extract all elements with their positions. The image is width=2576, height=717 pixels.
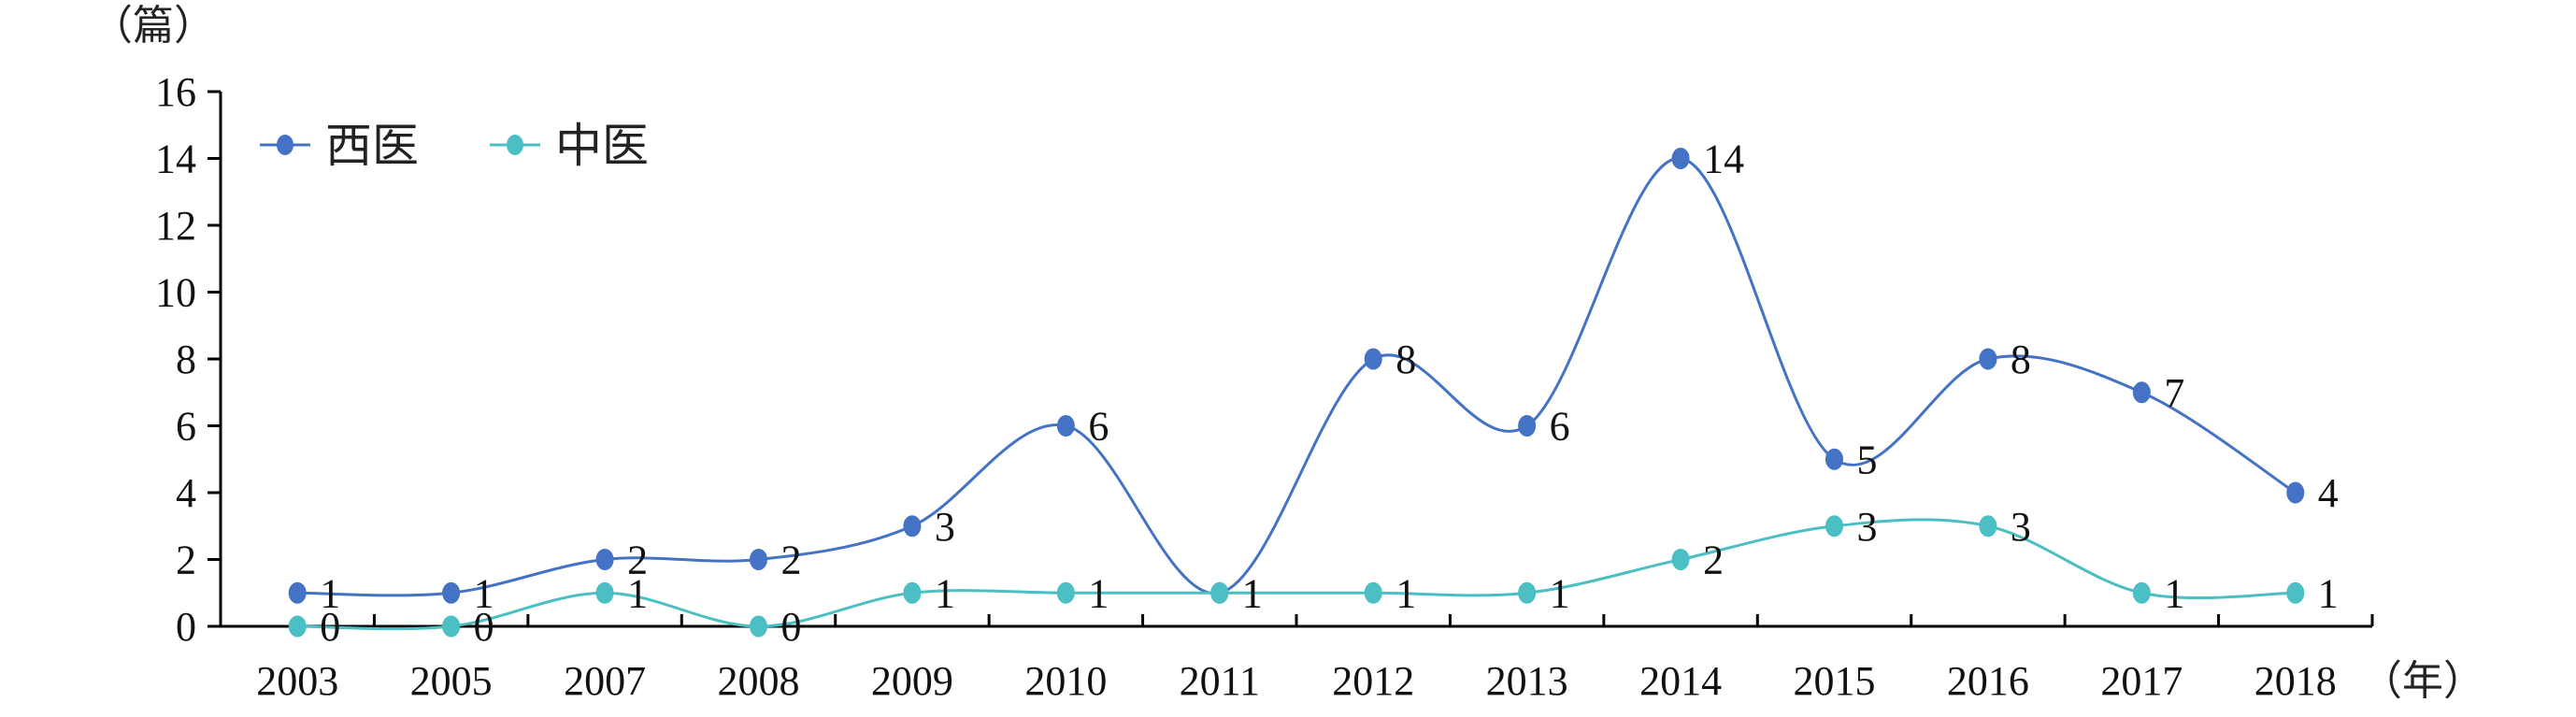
series-point-1 bbox=[442, 615, 461, 638]
y-tick-label: 16 bbox=[155, 69, 196, 115]
series-point-0 bbox=[595, 549, 614, 570]
series-line-0 bbox=[297, 156, 2297, 597]
series-point-1 bbox=[1518, 581, 1537, 604]
series-point-1 bbox=[1825, 515, 1843, 538]
series-layer bbox=[288, 148, 2305, 638]
data-label-1: 0 bbox=[474, 604, 494, 650]
data-label-1: 1 bbox=[935, 570, 955, 616]
data-label-1: 3 bbox=[2011, 504, 2031, 550]
series-point-1 bbox=[288, 615, 307, 638]
x-tick-label: 2014 bbox=[1639, 658, 1722, 704]
data-label-0: 1 bbox=[320, 570, 340, 616]
data-label-1: 2 bbox=[1703, 538, 1724, 583]
data-label-1: 1 bbox=[2318, 570, 2339, 616]
data-label-0: 7 bbox=[2164, 370, 2184, 416]
x-tick-label: 2010 bbox=[1024, 658, 1107, 704]
series-point-1 bbox=[1979, 515, 1997, 538]
series-point-1 bbox=[903, 581, 922, 604]
data-label-0: 2 bbox=[781, 538, 802, 583]
y-tick-label: 0 bbox=[176, 604, 196, 650]
data-label-0: 8 bbox=[2011, 337, 2031, 382]
data-label-0: 1 bbox=[474, 570, 494, 616]
legend-label-1: 中医 bbox=[555, 119, 649, 173]
series-point-1 bbox=[1056, 581, 1075, 604]
series-point-0 bbox=[2132, 381, 2151, 404]
data-label-1: 0 bbox=[320, 604, 340, 650]
series-point-0 bbox=[442, 581, 461, 604]
x-tick-label: 2018 bbox=[2254, 658, 2337, 704]
data-label-1: 1 bbox=[2164, 570, 2184, 616]
y-tick-label: 8 bbox=[176, 337, 196, 382]
legend-marker-1 bbox=[507, 135, 523, 155]
x-tick-label: 2011 bbox=[1180, 658, 1260, 704]
data-label-1: 1 bbox=[1550, 570, 1570, 616]
series-point-0 bbox=[1518, 415, 1537, 437]
series-point-1 bbox=[1671, 549, 1690, 570]
data-label-0: 5 bbox=[1857, 437, 1878, 482]
series-point-0 bbox=[1979, 348, 1997, 370]
y-unit-label: （篇） bbox=[92, 2, 215, 50]
data-label-0: 2 bbox=[627, 538, 648, 583]
series-line-1 bbox=[297, 518, 2296, 631]
series-point-1 bbox=[750, 615, 767, 638]
data-label-0: 1 bbox=[1242, 570, 1263, 616]
data-label-0: 8 bbox=[1395, 337, 1416, 382]
series-point-1 bbox=[1364, 581, 1382, 604]
data-label-1: 3 bbox=[1857, 504, 1878, 550]
data-label-0: 3 bbox=[935, 504, 955, 550]
data-label-0: 4 bbox=[2318, 470, 2339, 516]
legend-label-0: 西医 bbox=[325, 119, 419, 173]
legend: 西医 中医 bbox=[260, 119, 649, 173]
series-point-0 bbox=[1056, 415, 1075, 437]
series-point-1 bbox=[1210, 581, 1229, 604]
data-label-0: 14 bbox=[1703, 136, 1744, 182]
series-point-0 bbox=[1671, 148, 1690, 169]
data-label-0: 6 bbox=[1088, 404, 1109, 450]
series-point-1 bbox=[2286, 581, 2305, 604]
y-tick-label: 6 bbox=[176, 404, 196, 450]
y-tick-label: 4 bbox=[176, 470, 196, 516]
x-tick-label: 2007 bbox=[564, 658, 646, 704]
data-label-1: 0 bbox=[781, 604, 802, 650]
series-point-0 bbox=[750, 549, 767, 570]
series-point-1 bbox=[2132, 581, 2151, 604]
data-label-1: 1 bbox=[1088, 570, 1109, 616]
x-tick-label: 2013 bbox=[1486, 658, 1568, 704]
data-label-1: 1 bbox=[1242, 570, 1263, 616]
y-tick-label: 14 bbox=[155, 136, 196, 182]
y-tick-label: 12 bbox=[155, 203, 196, 249]
series-point-1 bbox=[595, 581, 614, 604]
x-tick-label: 2009 bbox=[871, 658, 953, 704]
data-label-0: 6 bbox=[1550, 404, 1570, 450]
series-point-0 bbox=[288, 581, 307, 604]
data-label-1: 1 bbox=[627, 570, 648, 616]
x-unit-label: （年） bbox=[2361, 657, 2484, 705]
series-point-0 bbox=[1825, 448, 1843, 470]
x-tick-label: 2017 bbox=[2100, 658, 2182, 704]
series-point-0 bbox=[1364, 348, 1382, 370]
x-tick-label: 2012 bbox=[1332, 658, 1414, 704]
x-tick-label: 2008 bbox=[718, 658, 800, 704]
y-tick-label: 2 bbox=[176, 538, 196, 583]
x-tick-label: 2005 bbox=[410, 658, 493, 704]
y-tick-label: 10 bbox=[155, 270, 196, 316]
x-tick-label: 2003 bbox=[256, 658, 338, 704]
x-tick-label: 2015 bbox=[1794, 658, 1876, 704]
series-point-0 bbox=[903, 515, 922, 538]
x-tick-label: 2016 bbox=[1947, 658, 2029, 704]
series-point-0 bbox=[2286, 481, 2305, 504]
data-label-1: 1 bbox=[1395, 570, 1416, 616]
legend-marker-0 bbox=[277, 135, 293, 155]
